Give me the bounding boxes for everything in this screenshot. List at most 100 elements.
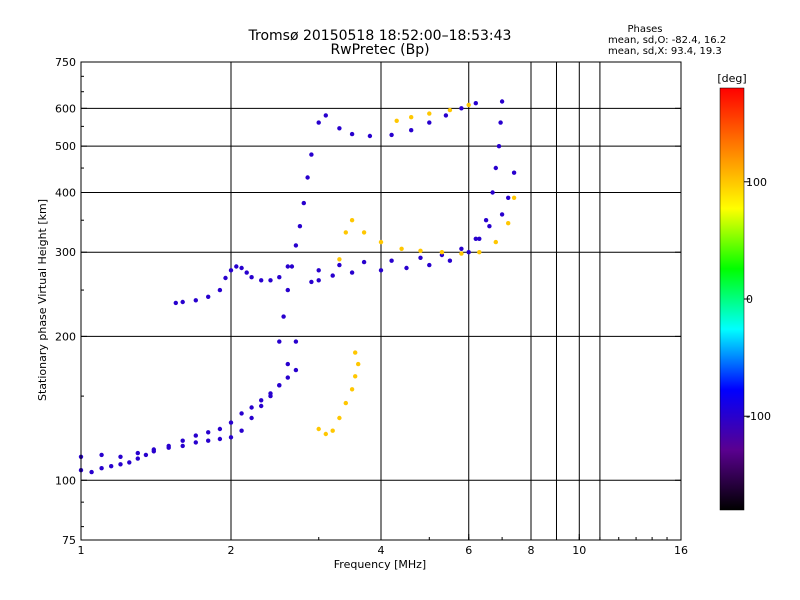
data-point [180,438,185,443]
data-point [459,106,464,111]
grid-lines [81,62,681,540]
data-point [118,462,123,467]
data-points [78,99,517,475]
data-point [473,101,478,106]
data-point [293,339,299,344]
colorbar-tick-label: 0 [746,293,753,306]
data-point [316,426,321,432]
chart-subtitle: RwPretec (Bp) [330,42,429,58]
data-point [477,236,482,241]
data-point [499,99,505,104]
data-point [309,152,314,157]
data-point [228,268,234,273]
data-point [301,200,306,206]
data-point [143,452,149,458]
data-point [496,144,502,149]
data-point [277,339,282,344]
data-point [193,298,198,303]
data-point [277,383,282,388]
data-point [337,262,342,268]
data-point [180,299,185,305]
colorbar-tick-label: 100 [746,176,767,189]
x-tick-label: 16 [674,544,688,557]
data-point [217,426,223,432]
y-tick-label: 100 [55,474,76,487]
data-point [349,218,355,223]
data-point [330,273,335,278]
data-point [99,466,104,471]
data-point [316,278,321,283]
legend-title: Phases [627,24,662,35]
data-point [151,447,156,452]
x-axis-label: Frequency [MHz] [334,558,426,571]
y-axis-label: Stationary phase Virtual Height [km] [36,199,49,401]
data-point [285,375,290,380]
data-point [118,454,123,459]
data-point [353,374,358,379]
data-point [404,265,409,271]
x-tick-label: 6 [465,544,472,557]
data-point [506,221,511,226]
data-point [511,170,517,175]
data-point [389,258,394,263]
y-tick-label: 500 [55,140,76,153]
data-point [349,270,355,275]
data-point [173,300,178,306]
legend-line-x: mean, sd,X: 93.4, 19.3 [608,46,722,57]
data-point [228,435,234,440]
data-point [447,107,453,113]
data-point [447,258,453,263]
data-point [309,279,314,285]
data-point [473,236,478,241]
data-point [135,450,140,456]
data-point [293,243,299,248]
colorbar-tick-label: -100 [746,410,771,423]
data-point [281,314,286,319]
data-point [343,230,348,235]
x-tick-label: 10 [572,544,586,557]
data-point [511,195,517,200]
x-tick-label: 2 [228,544,235,557]
data-point [349,131,355,137]
data-point [206,294,211,299]
data-point [206,430,211,435]
y-tick-label: 750 [55,56,76,69]
data-point [483,218,489,223]
data-point [99,452,104,458]
data-point [356,361,361,367]
data-point [316,120,321,125]
data-point [490,190,495,195]
x-tick-label: 8 [528,544,535,557]
data-point [249,275,254,280]
data-point [330,428,335,433]
data-point [499,212,505,217]
legend-line-o: mean, sd,O: -82.4, 16.2 [608,35,726,46]
data-point [305,175,310,180]
data-point [399,246,404,251]
data-point [427,120,432,125]
data-point [439,250,445,255]
data-point [343,400,348,406]
data-point [506,195,511,200]
data-point [418,255,423,260]
y-axis: 75 100 200 300 400 500 600 750 [55,56,681,547]
data-point [337,415,342,421]
data-point [135,456,140,461]
data-point [259,403,264,409]
y-tick-label: 300 [55,246,76,259]
data-point [337,126,342,131]
data-point [389,132,394,138]
data-point [127,460,132,465]
data-point [193,440,198,445]
data-point [89,469,94,475]
data-point [394,118,399,124]
data-point [409,128,414,133]
data-point [427,262,432,268]
data-point [166,445,171,450]
colorbar [719,87,745,511]
y-tick-label: 75 [62,534,76,547]
data-point [217,436,223,442]
data-point [297,224,303,229]
data-point [493,239,498,245]
